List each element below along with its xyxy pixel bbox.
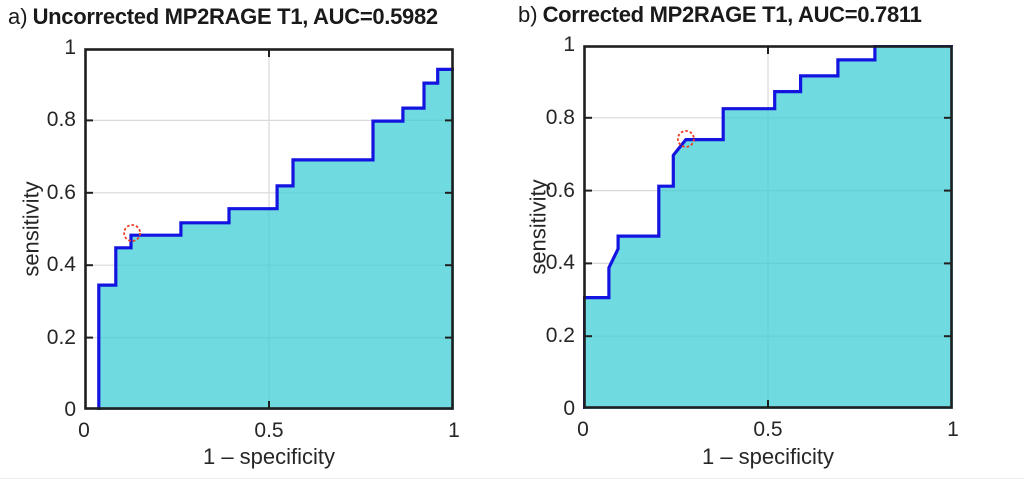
optimal-operating-point-marker [123,224,141,242]
y-tick-label: 0 [563,397,575,420]
y-tick-label: 0 [64,398,76,421]
x-tick-label: 1 [448,419,460,442]
x-tick-label: 0 [577,418,589,441]
x-axis-label: 1 – specificity [701,444,835,469]
y-tick-label: 0.2 [46,325,76,349]
y-tick-label: 0.8 [545,105,575,129]
y-tick-label: 0.8 [46,108,76,132]
roc-plot-canvas [583,45,953,409]
y-tick-label: 1 [64,36,76,59]
panel-letter-label: b) [518,2,538,27]
y-axis-label-box: sensitivity [17,48,47,410]
y-tick-label: 0.4 [46,253,76,277]
x-tick-label: 1 [947,418,959,441]
roc-area-fill [98,69,454,410]
roc-curve-line [97,67,454,410]
x-tick-label: 0.5 [753,418,783,441]
y-tick-label: 1 [563,33,575,56]
roc-plot-canvas [84,48,454,410]
x-tick-label: 0.5 [254,419,284,442]
roc-area-fill [583,45,953,409]
panel-letter-label: a) [8,4,28,29]
y-tick-label: 0.6 [46,180,76,204]
x-axis-label: 1 – specificity [202,444,336,469]
y-axis-label-box: sensitivity [524,45,554,409]
panel-title-row: a) Uncorrected MP2RAGE T1, AUC=0.5982 [8,4,438,30]
axes-frame [583,45,953,409]
y-tick-label: 0.4 [545,251,575,275]
x-tick-label: 0 [78,419,90,442]
roc-panel-uncorrected: a) Uncorrected MP2RAGE T1, AUC=0.5982 se… [8,4,460,469]
y-tick-label: 0.6 [545,178,575,202]
chart-title: Corrected MP2RAGE T1, AUC=0.7811 [542,2,922,27]
roc-panel-corrected: b) Corrected MP2RAGE T1, AUC=0.7811 sens… [512,0,1024,483]
y-tick-label: 0.2 [545,324,575,348]
page-bottom-divider [0,478,1024,479]
axes-frame [84,48,454,410]
roc-curve-line [583,45,953,409]
chart-title: Uncorrected MP2RAGE T1, AUC=0.5982 [32,4,439,29]
panel-title-row: b) Corrected MP2RAGE T1, AUC=0.7811 [518,2,922,28]
